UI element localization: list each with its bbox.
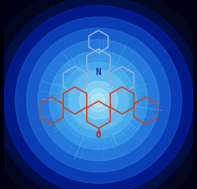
- Circle shape: [87, 89, 110, 112]
- Circle shape: [87, 89, 110, 112]
- Circle shape: [57, 59, 140, 142]
- Circle shape: [15, 17, 182, 183]
- Circle shape: [93, 94, 104, 106]
- Circle shape: [49, 51, 148, 149]
- Circle shape: [92, 94, 105, 107]
- Circle shape: [4, 6, 193, 189]
- Text: O: O: [96, 131, 101, 140]
- Circle shape: [80, 81, 117, 119]
- Circle shape: [27, 28, 170, 172]
- Circle shape: [68, 70, 129, 130]
- Text: N: N: [96, 68, 101, 77]
- Circle shape: [61, 62, 136, 138]
- Circle shape: [38, 40, 159, 161]
- Circle shape: [80, 81, 117, 119]
- Circle shape: [70, 72, 127, 129]
